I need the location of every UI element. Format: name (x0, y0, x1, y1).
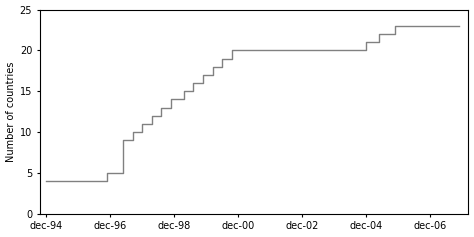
Y-axis label: Number of countries: Number of countries (6, 61, 16, 162)
